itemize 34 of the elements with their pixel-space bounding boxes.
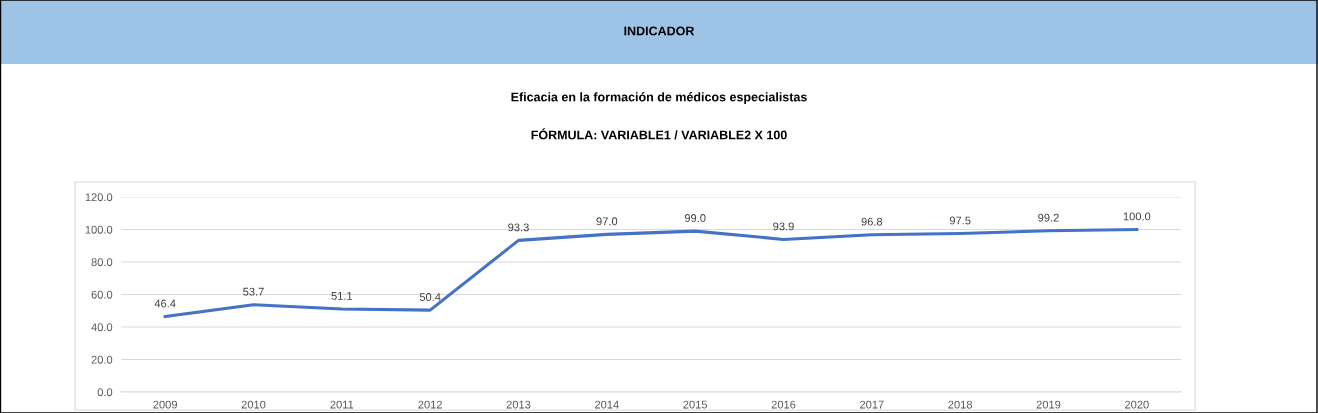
data-label: 53.7 [243, 287, 264, 296]
y-tick-label: 40.0 [91, 323, 113, 332]
x-tick-label: 2011 [330, 400, 354, 409]
data-label: 97.5 [949, 216, 971, 225]
chart-title: INDICADOR [624, 26, 695, 36]
data-label: 100.0 [1123, 212, 1151, 221]
data-label: 46.4 [154, 299, 176, 308]
y-tick-label: 20.0 [91, 355, 113, 364]
x-tick-label: 2012 [418, 400, 442, 409]
data-label: 50.4 [419, 293, 441, 301]
y-tick-label: 80.0 [91, 258, 113, 267]
y-tick-label: 120.0 [85, 193, 113, 202]
data-label: 99.2 [1038, 213, 1059, 222]
chart-subtitle: Eficacia en la formación de médicos especialistas [511, 92, 807, 104]
y-tick-label: 60.0 [91, 290, 113, 299]
x-tick-label: 2009 [153, 400, 177, 409]
data-label: 97.0 [596, 217, 618, 226]
x-tick-label: 2017 [860, 400, 884, 409]
x-tick-label: 2020 [1125, 400, 1149, 409]
data-label: 93.3 [508, 223, 529, 232]
x-tick-label: 2019 [1036, 400, 1061, 409]
y-tick-label: 100.0 [85, 225, 113, 234]
x-tick-label: 2014 [595, 400, 619, 409]
x-tick-label: 2016 [771, 400, 796, 409]
data-label: 99.0 [684, 214, 706, 222]
y-tick-label: 0.0 [97, 388, 113, 397]
data-label: 51.1 [331, 292, 353, 300]
x-tick-label: 2018 [948, 400, 973, 409]
data-label: 96.8 [861, 217, 883, 226]
x-tick-label: 2013 [506, 400, 531, 409]
x-tick-label: 2015 [683, 400, 708, 409]
data-label: 93.9 [773, 222, 794, 231]
text: FÓRMULA: VARIABLE1 / VARIABLE2 X 100 [531, 128, 787, 140]
x-tick-label: 2010 [241, 400, 266, 409]
